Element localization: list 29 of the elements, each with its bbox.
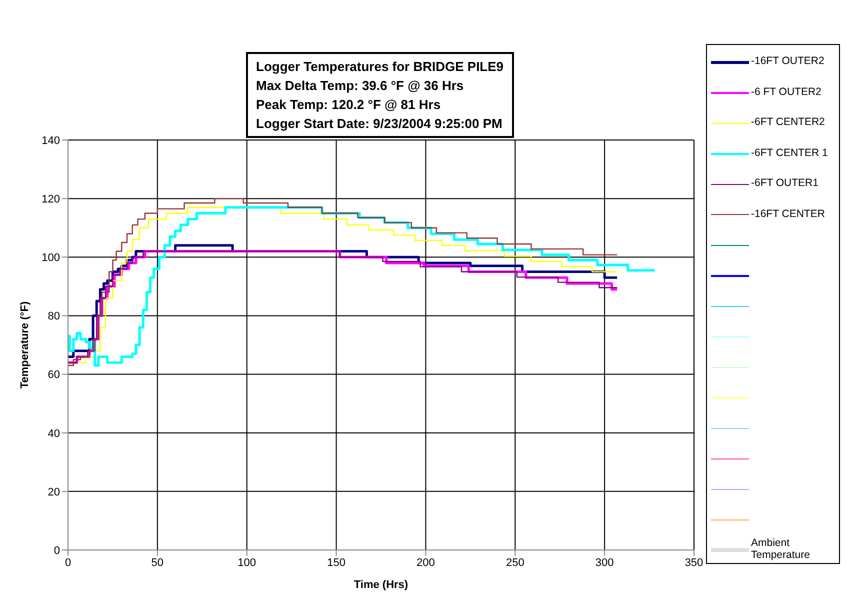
text: Logger Start Date: 9/23/2004 9:25:00 PM xyxy=(256,115,504,133)
text: Max Delta Temp: 39.6 °F @ 36 Hrs xyxy=(256,77,465,95)
y-tick-label: 120 xyxy=(42,193,60,206)
x-tick-label: 100 xyxy=(238,556,256,569)
y-axis-title: Temperature (°F) xyxy=(18,301,31,389)
y-tick-label: 40 xyxy=(48,428,60,440)
legend-label: -6FT OUTER1 xyxy=(751,177,818,190)
y-tick-label: 80 xyxy=(48,310,60,323)
x-axis-title: Time (Hrs) xyxy=(354,579,408,591)
y-tick-label: 60 xyxy=(48,369,60,382)
y-tick-label: 100 xyxy=(42,252,60,264)
legend-label: -16FT OUTER2 xyxy=(751,55,824,68)
chart-title: Logger Temperatures for BRIDGE PILE9 xyxy=(256,58,504,76)
x-tick-label: 350 xyxy=(684,556,704,569)
legend-label: -6FT CENTER2 xyxy=(751,116,825,130)
x-tick-label: 200 xyxy=(416,556,435,569)
x-tick-label: 0 xyxy=(64,556,72,569)
legend-label: -16FT CENTER xyxy=(751,208,825,221)
legend-label: -6 FT OUTER2 xyxy=(751,86,822,99)
legend-label: -6FT CENTER 1 xyxy=(751,146,828,160)
y-tick-label: 0 xyxy=(54,544,60,557)
x-tick-label: 250 xyxy=(506,556,524,569)
x-tick-label: 150 xyxy=(327,556,346,569)
text: Peak Temp: 120.2 °F @ 81 Hrs xyxy=(256,96,442,114)
y-tick-label: 20 xyxy=(48,486,60,498)
x-tick-label: 50 xyxy=(151,556,164,569)
y-tick-label: 140 xyxy=(42,134,60,147)
legend-label: Ambient Temperature xyxy=(751,537,811,562)
x-tick-label: 300 xyxy=(595,556,614,569)
